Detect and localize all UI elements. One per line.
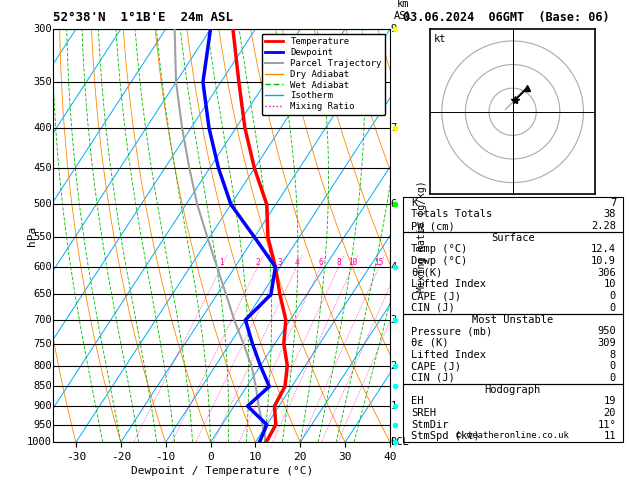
X-axis label: Dewpoint / Temperature (°C): Dewpoint / Temperature (°C): [131, 466, 313, 476]
Text: 0: 0: [610, 303, 616, 313]
Text: 10: 10: [348, 258, 357, 267]
Text: 7: 7: [610, 198, 616, 208]
Text: LCL: LCL: [391, 437, 409, 447]
Text: 2.28: 2.28: [591, 221, 616, 231]
Text: StmDir: StmDir: [411, 420, 449, 430]
Text: 450: 450: [33, 163, 52, 174]
Text: 950: 950: [33, 419, 52, 430]
Bar: [403, 384, 623, 442]
Text: 10: 10: [604, 279, 616, 290]
Text: Temp (°C): Temp (°C): [411, 244, 467, 255]
Text: Dewp (°C): Dewp (°C): [411, 256, 467, 266]
Text: Most Unstable: Most Unstable: [472, 314, 554, 325]
Text: 52°38'N  1°1B'E  24m ASL: 52°38'N 1°1B'E 24m ASL: [53, 11, 233, 24]
Text: 800: 800: [33, 361, 52, 371]
Text: 4: 4: [294, 258, 299, 267]
Text: SREH: SREH: [411, 408, 437, 418]
Text: 300: 300: [33, 24, 52, 34]
Text: 0: 0: [391, 437, 397, 447]
Text: Hodograph: Hodograph: [484, 384, 541, 395]
Text: Lifted Index: Lifted Index: [411, 279, 486, 290]
Text: 12.4: 12.4: [591, 244, 616, 255]
Text: 20: 20: [604, 408, 616, 418]
Text: 03.06.2024  06GMT  (Base: 06): 03.06.2024 06GMT (Base: 06): [403, 11, 609, 24]
Text: CAPE (J): CAPE (J): [411, 361, 461, 371]
Text: 350: 350: [33, 77, 52, 87]
Text: km
ASL: km ASL: [394, 0, 413, 21]
Text: 11°: 11°: [598, 420, 616, 430]
Text: 1: 1: [391, 401, 397, 411]
Text: 7: 7: [391, 123, 397, 133]
Text: 600: 600: [33, 262, 52, 272]
Text: Mixing Ratio (g/kg): Mixing Ratio (g/kg): [417, 180, 427, 292]
Text: θε(K): θε(K): [411, 268, 443, 278]
Text: 850: 850: [33, 382, 52, 392]
Text: 750: 750: [33, 339, 52, 348]
Text: 3: 3: [391, 315, 397, 325]
Text: 0: 0: [610, 373, 616, 383]
Text: CIN (J): CIN (J): [411, 303, 455, 313]
Text: 38: 38: [604, 209, 616, 219]
Text: CIN (J): CIN (J): [411, 373, 455, 383]
Text: Pressure (mb): Pressure (mb): [411, 326, 493, 336]
Text: 309: 309: [598, 338, 616, 348]
Bar: [403, 313, 623, 384]
Text: 700: 700: [33, 315, 52, 325]
Text: 1000: 1000: [27, 437, 52, 447]
Text: 6: 6: [318, 258, 323, 267]
Text: 8: 8: [610, 349, 616, 360]
Text: 0: 0: [610, 361, 616, 371]
Text: 950: 950: [598, 326, 616, 336]
Text: StmSpd (kt): StmSpd (kt): [411, 432, 480, 441]
Text: 15: 15: [374, 258, 384, 267]
Text: 306: 306: [598, 268, 616, 278]
Text: 3: 3: [278, 258, 282, 267]
Text: 650: 650: [33, 290, 52, 299]
Text: 4: 4: [391, 262, 397, 272]
Text: PW (cm): PW (cm): [411, 221, 455, 231]
Text: © weatheronline.co.uk: © weatheronline.co.uk: [456, 431, 569, 440]
Text: 500: 500: [33, 199, 52, 209]
Legend: Temperature, Dewpoint, Parcel Trajectory, Dry Adiabat, Wet Adiabat, Isotherm, Mi: Temperature, Dewpoint, Parcel Trajectory…: [262, 34, 386, 115]
Text: 2: 2: [255, 258, 260, 267]
Text: Lifted Index: Lifted Index: [411, 349, 486, 360]
Text: 900: 900: [33, 401, 52, 411]
Text: hPa: hPa: [26, 226, 36, 246]
Text: kt: kt: [433, 34, 446, 44]
Text: 550: 550: [33, 232, 52, 242]
Text: CAPE (J): CAPE (J): [411, 291, 461, 301]
Text: θε (K): θε (K): [411, 338, 449, 348]
Text: Surface: Surface: [491, 233, 535, 243]
Text: 6: 6: [391, 199, 397, 209]
Text: 1: 1: [219, 258, 223, 267]
Bar: [403, 197, 623, 232]
Text: 400: 400: [33, 123, 52, 133]
Text: 9: 9: [391, 24, 397, 34]
Text: 8: 8: [337, 258, 341, 267]
Text: 10.9: 10.9: [591, 256, 616, 266]
Text: K: K: [411, 198, 418, 208]
Text: 11: 11: [604, 432, 616, 441]
Text: EH: EH: [411, 397, 424, 406]
Text: 0: 0: [610, 291, 616, 301]
Text: 19: 19: [604, 397, 616, 406]
Bar: [403, 232, 623, 313]
Text: Totals Totals: Totals Totals: [411, 209, 493, 219]
Text: 2: 2: [391, 361, 397, 371]
